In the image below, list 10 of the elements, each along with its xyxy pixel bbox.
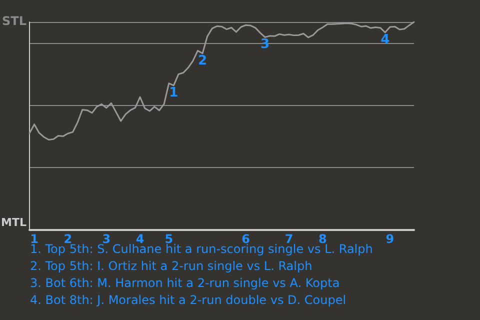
annotation: 1 <box>169 85 178 100</box>
text: MTL <box>1 216 26 229</box>
text: 3. Bot 6th: M. Harmon hit a 2-run single vs A. Kopta <box>30 276 340 290</box>
x-tick-label: 9 <box>386 232 394 246</box>
text: 2. Top 5th: I. Ortiz hit a 2-run single vs L. Ralph <box>30 259 312 273</box>
annotation: 4 <box>380 32 390 48</box>
text: 4. Bot 8th: J. Morales hit a 2-run double vs D. Coupel <box>30 293 346 307</box>
text: STL <box>2 14 27 28</box>
annotation: 2 <box>198 53 208 68</box>
annotation: 3 <box>260 37 270 52</box>
